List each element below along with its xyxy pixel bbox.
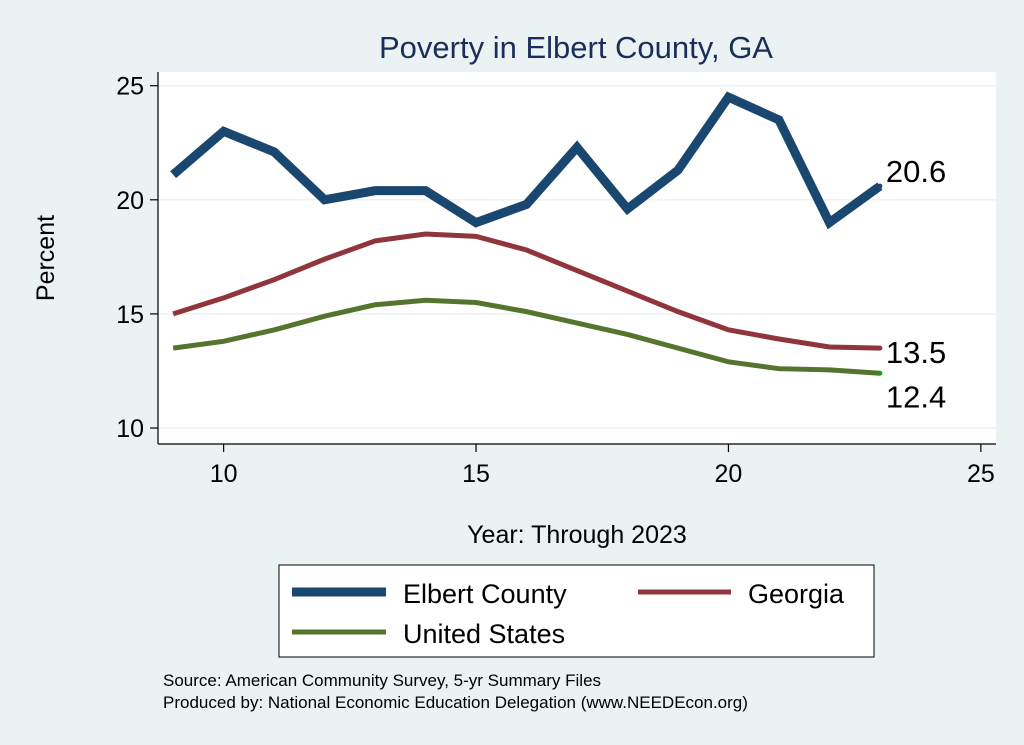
series-end-point-elbert-county xyxy=(877,183,883,189)
y-tick-label-20: 20 xyxy=(116,187,144,215)
series-line-elbert-county xyxy=(170,91,883,230)
y-ticks: 10 15 20 25 xyxy=(116,73,158,443)
plot-area xyxy=(158,72,996,444)
x-tick-label-20: 20 xyxy=(715,460,743,488)
x-ticks: 10 15 20 25 xyxy=(210,444,995,488)
x-axis-label: Year: Through 2023 xyxy=(467,521,687,549)
y-tick-label-10: 10 xyxy=(116,415,144,443)
y-tick-label-15: 15 xyxy=(116,301,144,329)
legend: Elbert County Georgia United States xyxy=(278,564,875,658)
legend-label-elbert-county: Elbert County xyxy=(403,579,567,609)
end-label-elbert-county: 20.6 xyxy=(886,154,946,189)
gridlines xyxy=(158,84,996,429)
source-line-2: Produced by: National Economic Education… xyxy=(163,693,748,712)
source-line-1: Source: American Community Survey, 5-yr … xyxy=(163,671,601,690)
legend-label-united-states: United States xyxy=(403,619,565,649)
series-end-point-united-states xyxy=(877,370,883,376)
series-line-united-states xyxy=(172,297,881,376)
x-tick-label-25: 25 xyxy=(967,460,995,488)
x-tick-label-10: 10 xyxy=(210,460,238,488)
series-line-georgia xyxy=(172,231,880,351)
series-group xyxy=(170,91,883,376)
end-label-georgia: 13.5 xyxy=(886,335,946,370)
chart-title: Poverty in Elbert County, GA xyxy=(379,30,773,65)
x-tick-label-15: 15 xyxy=(462,460,490,488)
legend-box xyxy=(278,564,875,658)
end-label-united-states: 12.4 xyxy=(886,379,946,414)
y-axis-label: Percent xyxy=(32,215,60,301)
end-labels: 20.6 13.5 12.4 xyxy=(886,154,946,414)
series-end-point-georgia xyxy=(877,345,883,351)
legend-label-georgia: Georgia xyxy=(748,579,845,609)
y-tick-label-25: 25 xyxy=(116,73,144,101)
